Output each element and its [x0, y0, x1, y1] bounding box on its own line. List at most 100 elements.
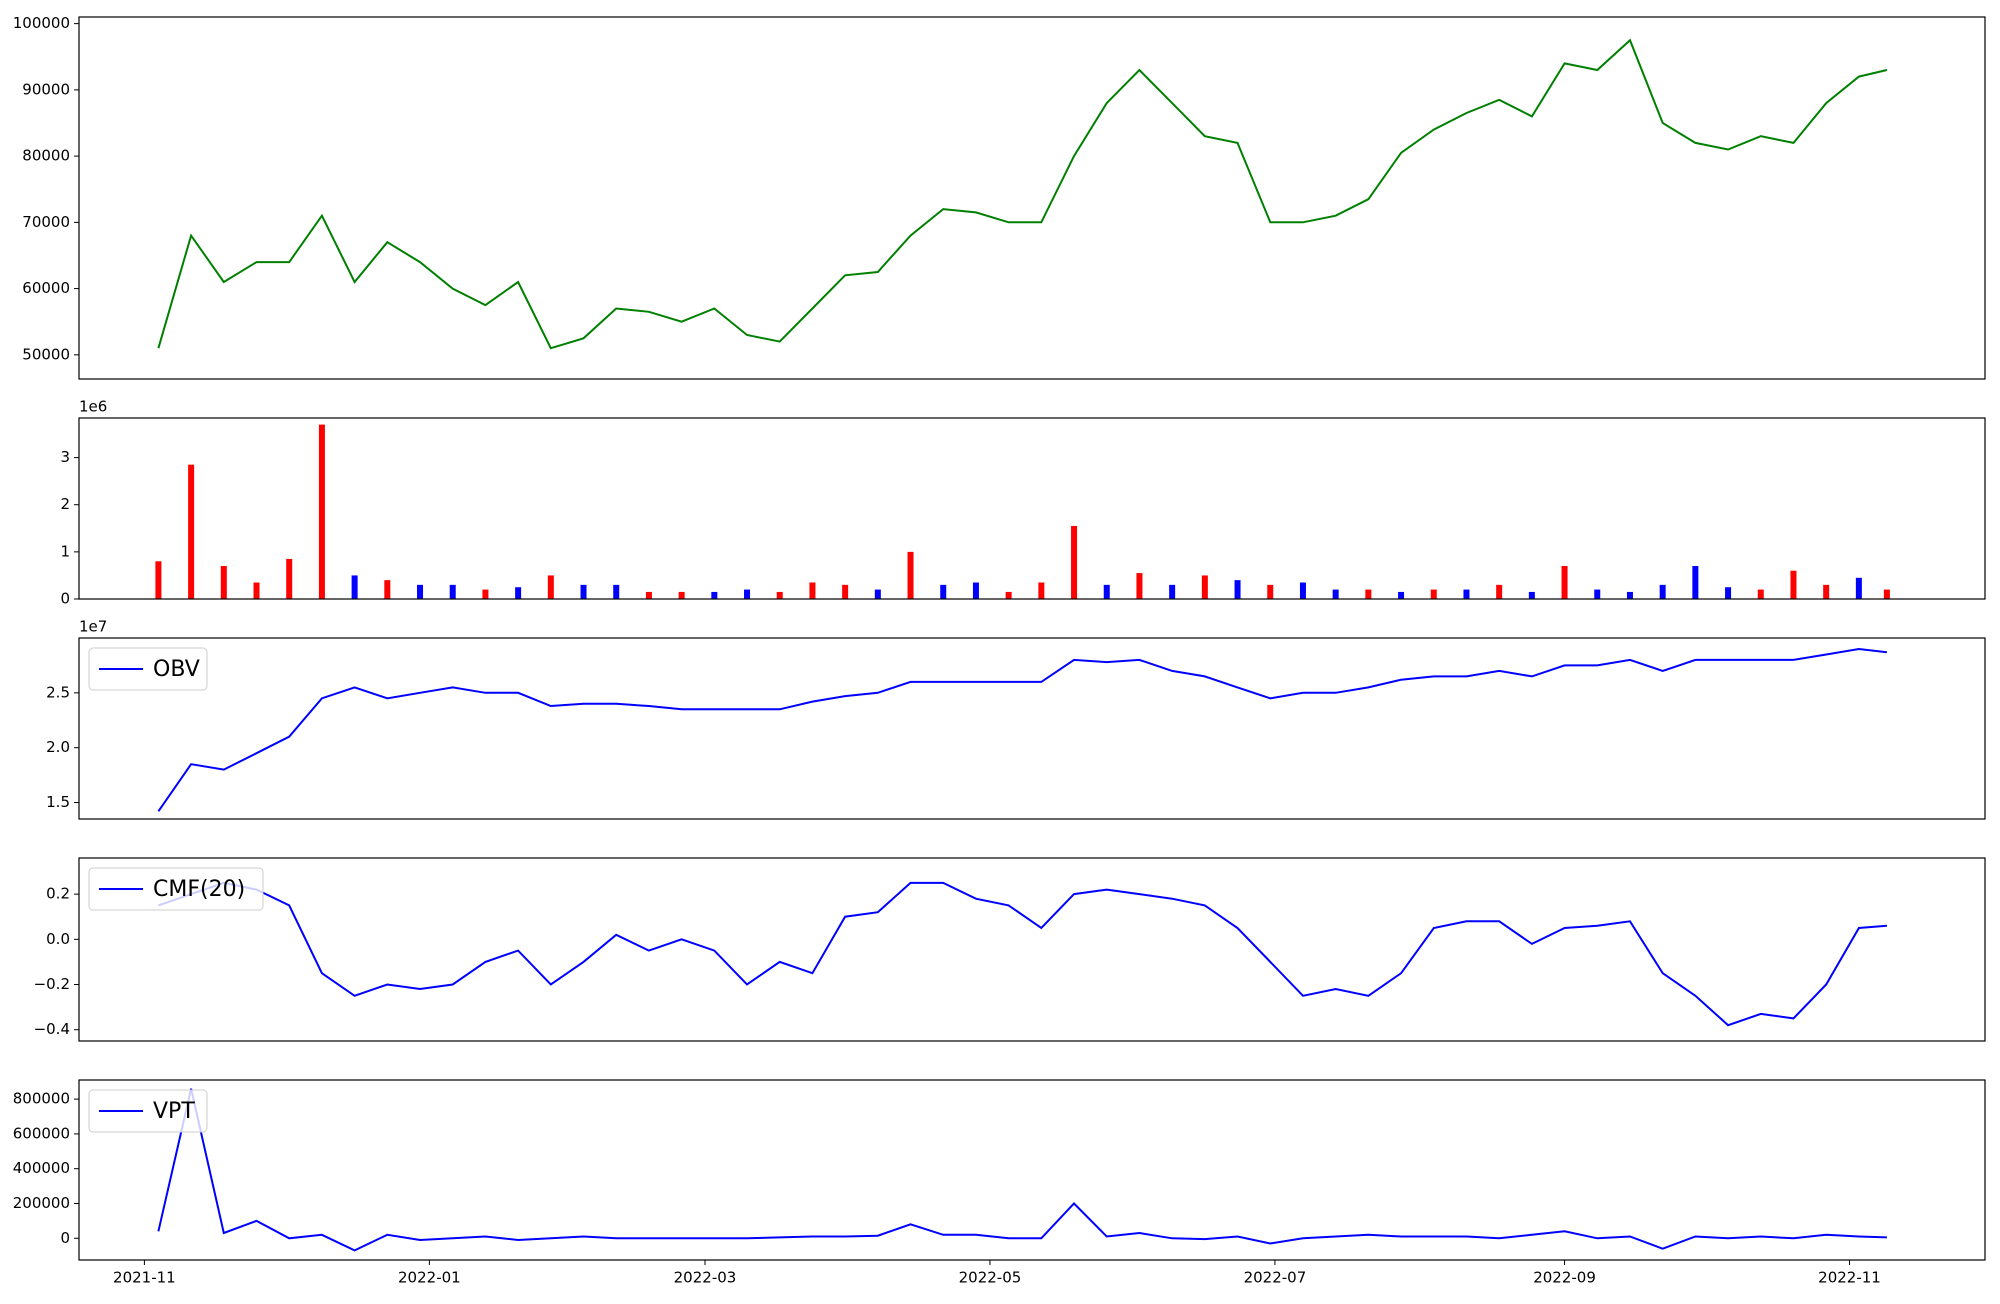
y-tick-label: 50000 — [22, 345, 70, 363]
bar — [1883, 589, 1890, 599]
bar — [1430, 589, 1437, 599]
bar — [1528, 591, 1535, 599]
bar — [580, 584, 587, 599]
y-tick-label: 80000 — [22, 147, 70, 165]
y-tick-label: 90000 — [22, 80, 70, 98]
bar — [1692, 566, 1699, 599]
offset-label: 1e7 — [79, 618, 107, 636]
bar — [417, 584, 424, 599]
y-tick-label: 0.0 — [46, 930, 70, 948]
bar — [1005, 591, 1012, 599]
x-tick-label: 2021-11 — [113, 1269, 176, 1287]
y-tick-label: 3 — [60, 448, 70, 466]
bar — [645, 591, 652, 599]
bar — [874, 589, 881, 599]
y-tick-label: 400000 — [13, 1159, 70, 1177]
line — [158, 881, 1887, 1027]
bar — [972, 582, 979, 599]
bar — [1234, 580, 1241, 599]
legend-box — [88, 647, 208, 691]
bar — [1594, 589, 1601, 599]
legend: VPT — [88, 1089, 208, 1133]
bar — [1169, 584, 1176, 599]
bar — [1725, 587, 1732, 599]
bar — [1201, 575, 1208, 599]
legend-label: OBV — [153, 657, 200, 682]
bar — [1365, 589, 1372, 599]
x-tick-label: 2022-11 — [1818, 1269, 1881, 1287]
x-tick-label: 2022-03 — [674, 1269, 737, 1287]
y-tick-label: −0.2 — [34, 975, 70, 993]
bar — [449, 584, 456, 599]
bar — [1496, 584, 1503, 599]
y-tick-label: 0 — [60, 590, 70, 608]
x-tick-label: 2022-09 — [1533, 1269, 1596, 1287]
bar — [188, 464, 195, 599]
y-tick-label: 200000 — [13, 1194, 70, 1212]
bar — [482, 589, 489, 599]
legend: OBV — [88, 647, 208, 691]
bar — [809, 582, 816, 599]
y-tick-label: 1 — [60, 542, 70, 560]
bar — [1267, 584, 1274, 599]
y-tick-label: 2.0 — [46, 738, 70, 756]
bar — [711, 591, 718, 599]
bar — [1626, 591, 1633, 599]
bar — [1790, 570, 1797, 599]
bar — [253, 582, 260, 599]
y-tick-label: 70000 — [22, 213, 70, 231]
bar — [907, 551, 914, 599]
x-tick-label: 2022-07 — [1244, 1269, 1307, 1287]
bar — [351, 575, 358, 599]
plot-frame — [78, 417, 1986, 600]
legend-label: VPT — [153, 1099, 195, 1124]
bar — [1332, 589, 1339, 599]
bar — [547, 575, 554, 599]
legend: CMF(20) — [88, 867, 264, 911]
bar — [220, 566, 227, 599]
y-tick-label: 0 — [60, 1229, 70, 1247]
bar — [1659, 584, 1666, 599]
y-tick-label: 60000 — [22, 279, 70, 297]
bar — [1299, 582, 1306, 599]
bar — [744, 589, 751, 599]
bar — [613, 584, 620, 599]
y-tick-label: 2.5 — [46, 683, 70, 701]
bar — [1757, 589, 1764, 599]
plot-frame — [78, 857, 1986, 1042]
y-tick-label: 100000 — [13, 14, 70, 32]
plot-frame — [78, 16, 1986, 380]
legend-box — [88, 1089, 208, 1133]
bar — [286, 558, 293, 599]
plot-frame — [78, 637, 1986, 820]
bar — [1136, 573, 1143, 599]
bar — [155, 561, 162, 599]
bar — [1463, 589, 1470, 599]
legend-label: CMF(20) — [153, 877, 245, 902]
y-tick-label: 1.5 — [46, 793, 70, 811]
offset-label: 1e6 — [79, 398, 107, 416]
bar — [384, 580, 391, 599]
bar — [1561, 566, 1568, 599]
legend-box — [88, 867, 264, 911]
line — [157, 1088, 1887, 1252]
plot-frame — [78, 1079, 1986, 1261]
bar — [940, 584, 947, 599]
bar — [678, 591, 685, 599]
x-tick-label: 2022-05 — [959, 1269, 1022, 1287]
bar — [1071, 525, 1078, 599]
bar — [776, 591, 783, 599]
bar — [1103, 584, 1110, 599]
bar — [515, 587, 522, 599]
bar — [1398, 591, 1405, 599]
line — [157, 38, 1888, 350]
bar — [1823, 584, 1830, 599]
y-tick-label: 600000 — [13, 1124, 70, 1142]
bar — [842, 584, 849, 599]
bar — [1855, 577, 1862, 599]
y-tick-label: −0.4 — [34, 1020, 70, 1038]
x-tick-label: 2022-01 — [398, 1269, 461, 1287]
bar — [318, 424, 325, 599]
y-tick-label: 0.2 — [46, 885, 70, 903]
